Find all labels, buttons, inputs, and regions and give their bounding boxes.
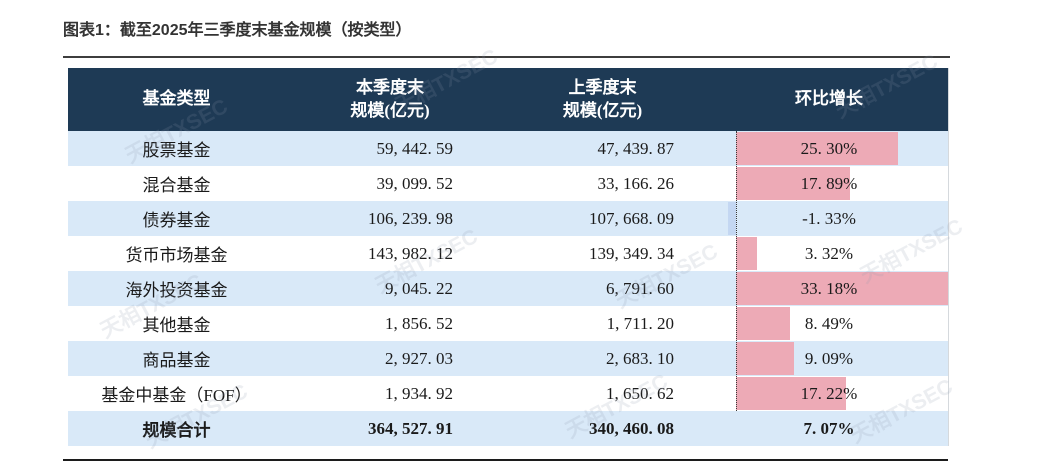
current-quarter-value-cell: 364, 527. 91 (368, 418, 453, 438)
fund-type-cell: 商品基金 (142, 351, 211, 370)
growth-cell: 8. 49% (710, 306, 948, 341)
growth-cell: 17. 89% (710, 166, 948, 201)
positive-growth-databar (736, 132, 898, 165)
fund-type-cell: 混合基金 (142, 176, 211, 195)
growth-cell: 7. 07% (710, 411, 948, 446)
previous-quarter-value-cell: 1, 650. 62 (606, 383, 674, 403)
growth-cell: 9. 09% (710, 341, 948, 376)
growth-cell: 3. 32% (710, 236, 948, 271)
figure-bottom-line (63, 459, 948, 461)
table-row: 货币市场基金 143, 982. 12 139, 349. 34 3. 32% (68, 236, 948, 271)
negative-growth-databar (728, 202, 736, 235)
growth-percent-label: -1. 33% (802, 209, 856, 228)
table-row: 股票基金 59, 442. 59 47, 439. 87 25. 30% (68, 131, 948, 166)
header-previous-quarter: 上季度末 规模(亿元) (562, 77, 643, 120)
figure-title: 图表1：截至2025年三季度末基金规模（按类型） (63, 22, 412, 39)
positive-growth-databar (736, 342, 794, 375)
positive-growth-databar (736, 272, 948, 305)
growth-percent-label: 3. 32% (804, 244, 854, 263)
previous-quarter-value-cell: 340, 460. 08 (589, 418, 674, 438)
header-qoq-growth: 环比增长 (795, 89, 863, 109)
growth-cell: 33. 18% (710, 271, 948, 306)
table-row: 债券基金 106, 239. 98 107, 668. 09 -1. 33% (68, 201, 948, 236)
previous-quarter-value-cell: 2, 683. 10 (606, 348, 674, 368)
previous-quarter-value-cell: 33, 166. 26 (597, 173, 675, 193)
fund-type-cell: 债券基金 (142, 211, 211, 230)
fund-type-cell: 其他基金 (142, 316, 211, 335)
growth-percent-label: 8. 49% (804, 314, 854, 333)
table-row: 混合基金 39, 099. 52 33, 166. 26 17. 89% (68, 166, 948, 201)
current-quarter-value-cell: 143, 982. 12 (368, 243, 453, 263)
positive-growth-databar (736, 307, 790, 340)
growth-percent-label: 33. 18% (800, 279, 858, 298)
current-quarter-value-cell: 39, 099. 52 (376, 173, 454, 193)
growth-percent-label: 7. 07% (803, 419, 855, 438)
growth-percent-label: 17. 89% (800, 174, 858, 193)
fund-type-cell: 基金中基金（FOF） (101, 386, 252, 405)
growth-cell: 25. 30% (710, 131, 948, 166)
fund-type-cell: 货币市场基金 (125, 246, 228, 265)
table-header-row: 基金类型 本季度末 规模(亿元) 上季度末 规模(亿元) 环比增长 (68, 68, 948, 131)
current-quarter-value-cell: 1, 934. 92 (385, 383, 453, 403)
table-row: 规模合计 364, 527. 91 340, 460. 08 7. 07% (68, 411, 948, 446)
previous-quarter-value-cell: 139, 349. 34 (589, 243, 674, 263)
previous-quarter-value-cell: 47, 439. 87 (597, 138, 675, 158)
positive-growth-databar (736, 237, 757, 270)
title-divider-line (63, 56, 950, 58)
current-quarter-value-cell: 1, 856. 52 (385, 313, 453, 333)
table-row: 海外投资基金 9, 045. 22 6, 791. 60 33. 18% (68, 271, 948, 306)
header-current-quarter: 本季度末 规模(亿元) (350, 77, 430, 120)
table-row: 其他基金 1, 856. 52 1, 711. 20 8. 49% (68, 306, 948, 341)
databar-zero-axis (736, 131, 737, 411)
header-fund-type: 基金类型 (142, 89, 211, 109)
growth-percent-label: 9. 09% (804, 349, 854, 368)
fund-type-cell: 海外投资基金 (125, 281, 228, 300)
current-quarter-value-cell: 2, 927. 03 (385, 348, 453, 368)
current-quarter-value-cell: 9, 045. 22 (385, 278, 453, 298)
growth-cell: 17. 22% (710, 376, 948, 411)
table-body: 股票基金 59, 442. 59 47, 439. 87 25. 30% 混合基金 39,… (68, 131, 948, 446)
positive-growth-databar (736, 377, 846, 410)
current-quarter-value-cell: 59, 442. 59 (376, 138, 454, 158)
growth-percent-label: 25. 30% (800, 139, 858, 158)
growth-percent-label: 17. 22% (800, 384, 858, 403)
positive-growth-databar (736, 167, 850, 200)
previous-quarter-value-cell: 1, 711. 20 (606, 313, 674, 333)
current-quarter-value-cell: 106, 239. 98 (368, 208, 453, 228)
fund-size-table: 基金类型 本季度末 规模(亿元) 上季度末 规模(亿元) 环比增长 股票基金 59… (68, 68, 949, 446)
previous-quarter-value-cell: 6, 791. 60 (606, 278, 674, 298)
table-row: 基金中基金（FOF） 1, 934. 92 1, 650. 62 17. 22% (68, 376, 948, 411)
growth-cell: -1. 33% (710, 201, 948, 236)
fund-type-cell: 规模合计 (142, 421, 211, 440)
fund-type-cell: 股票基金 (142, 141, 211, 160)
previous-quarter-value-cell: 107, 668. 09 (589, 208, 674, 228)
table-row: 商品基金 2, 927. 03 2, 683. 10 9. 09% (68, 341, 948, 376)
